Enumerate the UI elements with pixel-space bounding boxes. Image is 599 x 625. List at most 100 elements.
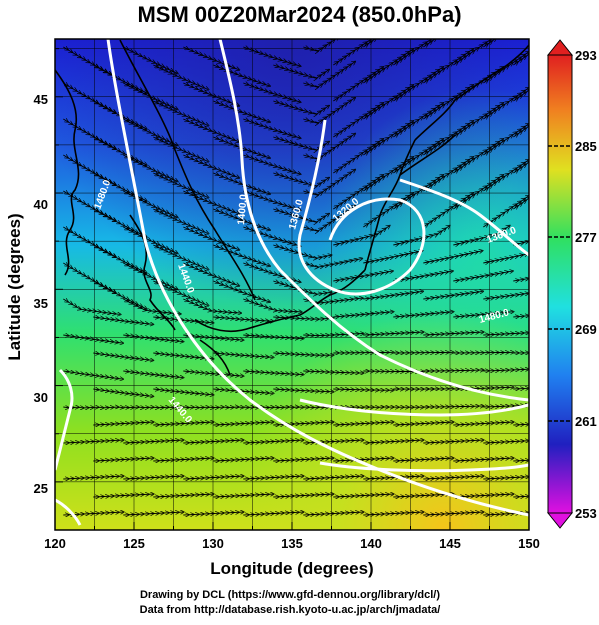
streamline (513, 458, 529, 461)
streamline (243, 476, 303, 479)
streamline (153, 317, 213, 323)
colorbar-tick-label: 269 (575, 322, 597, 337)
streamline (393, 494, 453, 497)
streamline (333, 226, 389, 245)
colorbar-tick-label: 277 (575, 230, 597, 245)
streamline (183, 440, 243, 443)
streamline (393, 312, 453, 317)
y-tick-label: 35 (34, 296, 48, 311)
streamline (333, 352, 393, 353)
streamline (453, 352, 513, 353)
streamline (453, 312, 513, 317)
streamline (213, 389, 273, 393)
streamline (333, 67, 383, 101)
streamline (153, 494, 213, 497)
colorbar: 293 285 277 269 261 253 (546, 39, 597, 529)
colorbar-tick-label: 253 (575, 506, 597, 521)
streamline (243, 512, 303, 515)
streamline (573, 384, 599, 389)
streamline (303, 206, 355, 231)
streamline (453, 422, 513, 425)
streamline (93, 422, 153, 425)
x-tick-label: 135 (281, 536, 303, 551)
streamline (93, 458, 153, 461)
streamline (273, 458, 333, 461)
streamline (273, 353, 333, 355)
streamline (483, 476, 529, 479)
x-tick-label: 140 (360, 536, 382, 551)
streamline (513, 352, 529, 353)
streamline (333, 458, 393, 461)
streamline (213, 353, 273, 357)
streamline (273, 494, 333, 497)
streamline (93, 389, 153, 396)
streamline (573, 271, 599, 281)
colorbar-tick-label: 285 (575, 139, 597, 154)
streamline (243, 371, 303, 375)
streamline (483, 332, 529, 335)
streamline (393, 352, 453, 353)
chart-title: MSM 00Z20Mar2024 (850.0hPa) (137, 2, 462, 27)
streamline (333, 422, 393, 425)
streamline (303, 476, 363, 479)
streamline (303, 259, 362, 268)
colorbar-tick-label: 261 (575, 414, 597, 429)
streamline (183, 299, 241, 313)
colorbar-tick-label: 293 (575, 48, 597, 63)
x-tick-label: 120 (44, 536, 66, 551)
streamline (483, 405, 529, 408)
streamline (183, 512, 243, 515)
streamline (483, 291, 529, 299)
streamline (333, 271, 392, 281)
tick-marks (54, 48, 530, 531)
streamline (513, 386, 529, 389)
streamline (513, 226, 529, 245)
coastlines (55, 39, 529, 376)
streamline (573, 494, 599, 497)
streamline (453, 494, 513, 497)
y-axis: 25 30 35 40 45 Latitude (degrees) (5, 92, 48, 496)
streamline (93, 353, 153, 360)
streamline (483, 440, 529, 443)
streamline (363, 332, 423, 335)
streamline (363, 440, 423, 443)
streamline (93, 317, 153, 324)
streamline (483, 193, 529, 227)
streamline (213, 458, 273, 461)
streamline (243, 335, 303, 339)
streamline (573, 103, 599, 137)
wind-streamlines (63, 39, 599, 515)
streamline (333, 39, 383, 65)
streamline (423, 476, 483, 479)
streamline (153, 458, 213, 461)
x-tick-label: 150 (518, 536, 540, 551)
streamline (363, 251, 422, 263)
streamline (423, 440, 483, 443)
streamline (93, 494, 153, 497)
streamline (423, 251, 482, 263)
streamline (483, 512, 529, 515)
streamline (423, 291, 483, 299)
colorbar-top-triangle (546, 39, 574, 56)
streamline (363, 476, 423, 479)
streamline (153, 353, 213, 359)
streamline (63, 299, 120, 314)
credits-drawing: Drawing by DCL (https://www.gfd-dennou.o… (139, 589, 441, 601)
streamline (123, 407, 183, 408)
streamline (333, 103, 383, 137)
x-tick-label: 130 (202, 536, 224, 551)
streamline (573, 67, 599, 101)
streamline (303, 371, 363, 373)
streamline (573, 312, 599, 317)
streamline (453, 271, 512, 281)
streamline (513, 271, 529, 281)
streamline (333, 312, 393, 317)
streamline (303, 512, 363, 515)
streamline (423, 512, 483, 515)
streamline (63, 407, 123, 408)
streamline (363, 193, 413, 227)
streamline (123, 299, 180, 314)
colorbar-body (547, 54, 573, 514)
streamline (573, 175, 599, 209)
